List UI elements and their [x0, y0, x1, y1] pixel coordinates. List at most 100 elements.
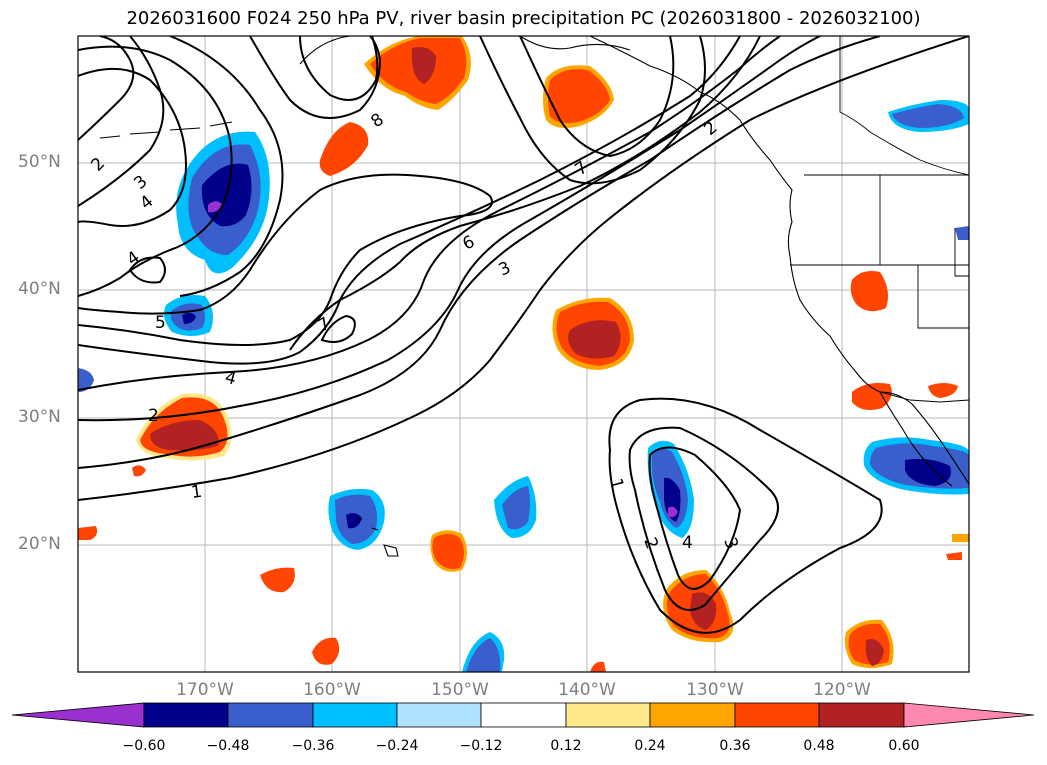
lon-label-150w: 150°W	[431, 680, 489, 700]
colorbar-segment-5	[480, 702, 567, 728]
colorbar-tick-6: 0.12	[550, 738, 582, 754]
colorbar-segment-7	[649, 702, 736, 728]
contour-label-1-south: 1	[605, 476, 627, 492]
pos-blob-38n-140w-dark	[568, 320, 621, 359]
pv-contour-1-south	[608, 397, 883, 634]
colorbar-tick-2: −0.48	[206, 738, 250, 754]
colorbar-segment-8	[734, 702, 820, 728]
lon-label-170w: 170°W	[176, 680, 234, 700]
coast-aleutians	[99, 121, 233, 139]
colorbar-segment-2	[227, 702, 314, 728]
neg-blob-aleutian-peak	[208, 201, 222, 213]
contour-label-5: 5	[155, 313, 166, 333]
lat-label-40n: 40°N	[18, 279, 61, 299]
lon-label-140w: 140°W	[558, 680, 616, 700]
pos-blob-edge-18n	[946, 552, 962, 560]
pv-contour-north-1	[78, 67, 187, 227]
pv-contour-5	[78, 36, 741, 365]
pv-contour-6	[78, 173, 493, 346]
colorbar-tick-10: 0.60	[888, 738, 920, 754]
neg-blob-baja-dark	[905, 458, 951, 486]
pos-blob-left-20n	[78, 526, 98, 540]
borders	[790, 36, 969, 403]
neg-blob-east-small	[955, 226, 969, 240]
pv-contour-north-10	[519, 36, 675, 158]
pv-contour-3-south	[648, 446, 742, 590]
pv-contour-north-6	[128, 256, 166, 284]
coast-baja	[879, 391, 953, 487]
neg-blob-40n-170w-dark	[182, 312, 196, 324]
colorbar-segment-4	[396, 702, 482, 728]
contour-label-4-south: 4	[682, 533, 693, 553]
colorbar-tick-5: −0.12	[459, 738, 503, 754]
pos-blob-50n-160w	[319, 122, 369, 176]
pv-contour-7	[289, 36, 761, 351]
pv-contour-4	[78, 36, 781, 391]
pv-contour-north-2	[78, 45, 233, 297]
colorbar-tick-1: −0.60	[122, 738, 166, 754]
pos-blob-33n-122w	[852, 383, 892, 410]
colorbar	[11, 702, 1035, 728]
colorbar-tick-4: −0.24	[375, 738, 419, 754]
lat-label-50n: 50°N	[18, 152, 61, 172]
pv-contour-north-9	[479, 36, 706, 185]
pos-blob-16n-167w	[260, 567, 295, 593]
pv-contours	[78, 36, 969, 634]
lat-label-20n: 20°N	[18, 534, 61, 554]
colorbar-tick-3: −0.36	[291, 738, 335, 754]
pv-contour-north-7	[249, 36, 382, 119]
lon-label-160w: 160°W	[303, 680, 361, 700]
border-alaska	[839, 36, 969, 176]
pv-contour-north-8	[299, 36, 379, 101]
colorbar-tick-7: 0.24	[634, 738, 666, 754]
pos-blob-12n-160w	[312, 637, 340, 665]
neg-blob-left-edge	[78, 368, 94, 392]
pos-blob-12n-117w-dark	[865, 639, 884, 666]
coast-alaska-panhandle	[519, 36, 631, 51]
neg-blob-21n-160w-dark	[346, 513, 362, 529]
contour-label-2-west: 2	[148, 406, 159, 426]
colorbar-tick-9: 0.48	[803, 738, 835, 754]
pv-contour-1	[78, 36, 969, 501]
pv-contour-north-4	[78, 36, 135, 141]
pos-blob-edge-20n	[952, 534, 969, 542]
pv-contour-2-south	[628, 426, 779, 611]
map-frame	[77, 35, 970, 673]
colorbar-extend-low	[11, 702, 145, 728]
coast-hawaii	[355, 517, 399, 557]
pos-blob-15n-131w-dark	[690, 592, 717, 630]
lon-label-120w: 120°W	[813, 680, 871, 700]
pv-contour-7-loop	[320, 314, 356, 343]
colorbar-segment-9	[818, 702, 905, 728]
colorbar-segment-3	[312, 702, 398, 728]
pos-blob-41n-120w	[850, 271, 888, 312]
lon-label-130w: 130°W	[686, 680, 744, 700]
pos-blob-north-160w-dark	[411, 47, 436, 84]
plot-title: 2026031600 F024 250 hPa PV, river basin …	[126, 8, 921, 29]
colorbar-segment-1	[143, 702, 229, 728]
pv-contour-north-5	[78, 36, 165, 207]
colorbar-extend-high	[903, 702, 1035, 728]
colorbar-segment-6	[565, 702, 651, 728]
contour-label-1-west: 1	[190, 482, 204, 503]
pos-blob-33n-117w	[928, 383, 958, 398]
pos-blob-55n-140w-core	[548, 69, 610, 124]
pv-contour-north-3	[169, 36, 284, 297]
border-us-mexico	[879, 391, 969, 403]
pv-contour-2	[78, 36, 881, 469]
border-us-states	[790, 175, 969, 329]
pos-blob-28n-170w-dark	[150, 420, 219, 451]
contour-label-4-west: 4	[223, 368, 239, 390]
pos-blob-10n-138w	[590, 661, 606, 672]
colorbar-tick-8: 0.36	[719, 738, 751, 754]
pos-blob-19n-151w-core	[432, 534, 464, 569]
pos-blob-small-1	[132, 465, 146, 477]
pv-contour-3	[78, 36, 821, 422]
neg-blob-12n-149w-core	[466, 638, 501, 672]
neg-blob-20n-133w-peak	[668, 506, 678, 518]
neg-blob-22n-147w-core	[502, 486, 530, 530]
lat-label-30n: 30°N	[18, 407, 61, 427]
neg-blob-canada-core	[892, 104, 964, 128]
map-background	[78, 36, 969, 672]
